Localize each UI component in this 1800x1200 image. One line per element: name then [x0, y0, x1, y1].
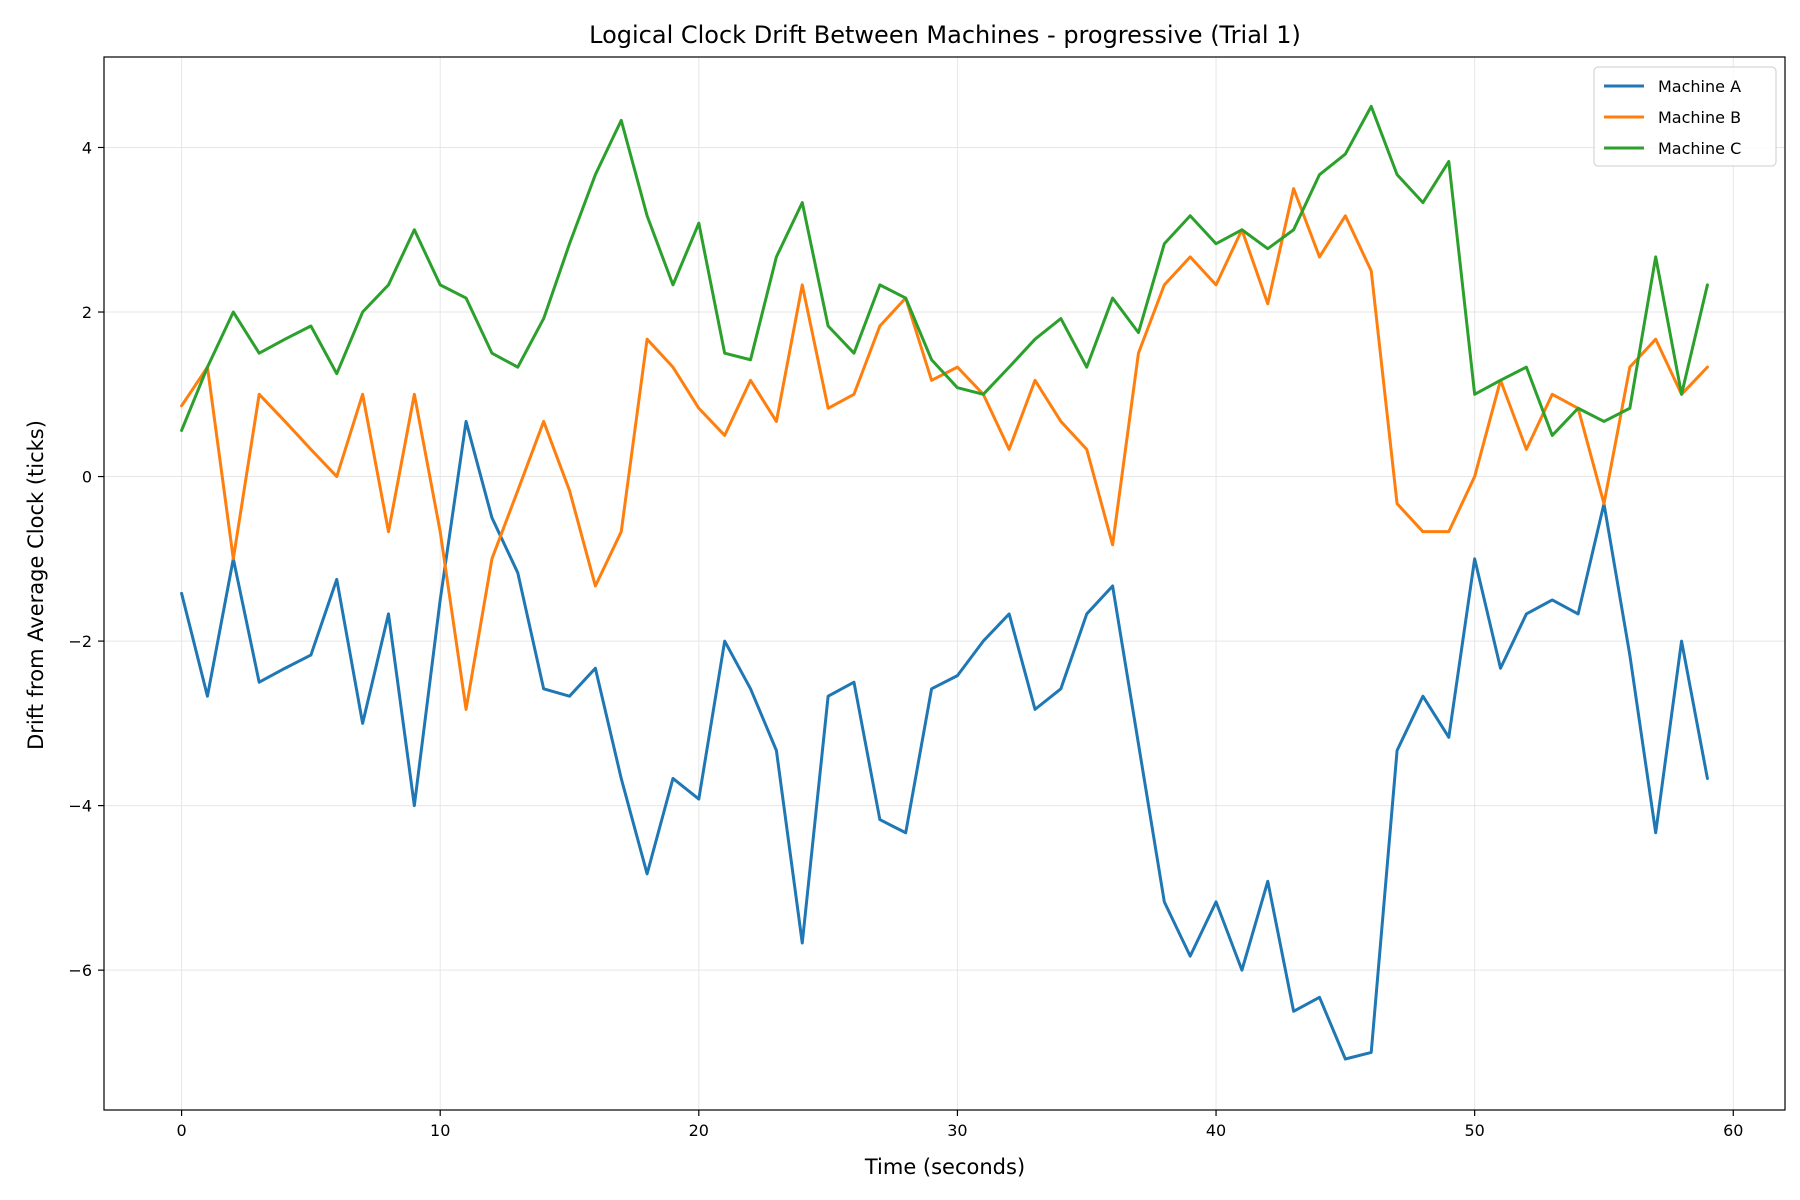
- legend-label: Machine B: [1658, 108, 1741, 127]
- x-tick-label: 40: [1206, 1121, 1226, 1140]
- y-axis-label: Drift from Average Clock (ticks): [24, 420, 48, 750]
- x-tick-label: 20: [689, 1121, 709, 1140]
- y-axis-ticks: 4 2 0 −2 −4 −6: [68, 138, 104, 980]
- legend-box: [1593, 66, 1777, 167]
- y-tick-label: −6: [68, 961, 92, 980]
- series-line-machine-a: [180, 419, 1709, 1061]
- x-axis-ticks: 0 10 20 30 40 50 60: [176, 1110, 1743, 1140]
- x-tick-label: 60: [1723, 1121, 1743, 1140]
- x-tick-label: 30: [947, 1121, 967, 1140]
- plot-frame: [103, 56, 1786, 1111]
- x-tick-label: 0: [176, 1121, 186, 1140]
- y-tick-label: 0: [82, 468, 92, 487]
- series-lines: [180, 104, 1709, 1061]
- y-tick-label: 2: [82, 303, 92, 322]
- y-tick-label: −2: [68, 632, 92, 651]
- legend-label: Machine C: [1658, 139, 1741, 158]
- series-line-machine-c: [180, 104, 1709, 437]
- chart-title: Logical Clock Drift Between Machines - p…: [589, 21, 1301, 49]
- y-tick-label: 4: [82, 138, 92, 157]
- x-tick-label: 50: [1464, 1121, 1484, 1140]
- grid: [104, 57, 1785, 1110]
- legend: Machine A Machine B Machine C: [1593, 66, 1777, 167]
- x-tick-label: 10: [430, 1121, 450, 1140]
- y-tick-label: −4: [68, 797, 92, 816]
- legend-label: Machine A: [1658, 77, 1741, 96]
- x-axis-label: Time (seconds): [864, 1155, 1025, 1179]
